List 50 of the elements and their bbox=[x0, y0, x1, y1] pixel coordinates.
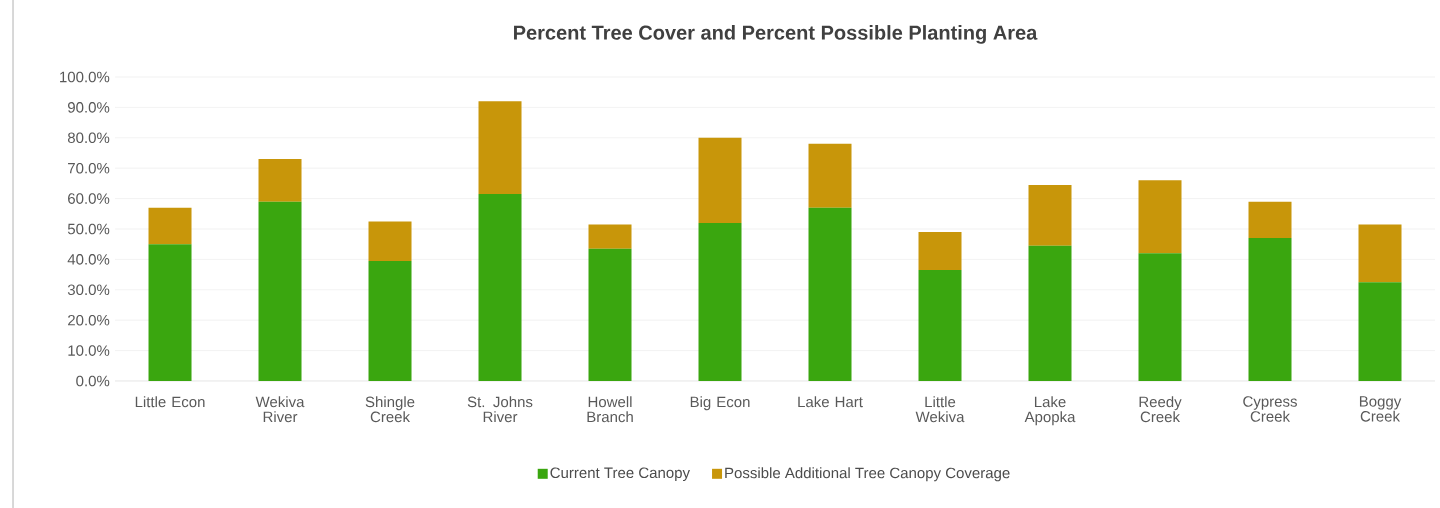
bar bbox=[1358, 224, 1402, 283]
x-tick-label: Howell Branch bbox=[587, 396, 633, 423]
x-tick-label: St. Johns River bbox=[467, 396, 533, 423]
y-tick-label: 40.0% bbox=[67, 254, 110, 265]
bar bbox=[918, 232, 962, 271]
legend-label: Current Tree Canopy bbox=[550, 467, 690, 482]
bar bbox=[588, 224, 632, 249]
y-tick-label: 90.0% bbox=[67, 102, 110, 113]
x-tick-label: Cypress Creek bbox=[1243, 396, 1297, 422]
bar bbox=[148, 207, 192, 245]
x-tick-label: Shingle Creek bbox=[365, 396, 415, 423]
bar bbox=[1028, 184, 1072, 246]
bar bbox=[808, 207, 852, 381]
y-tick-label: 20.0% bbox=[68, 314, 110, 326]
bar bbox=[258, 201, 302, 381]
y-tick-label: 100.0% bbox=[60, 71, 110, 83]
y-tick-label: 70.0% bbox=[68, 162, 110, 174]
bar bbox=[368, 221, 412, 261]
y-tick-label: 60.0% bbox=[68, 193, 110, 204]
bar bbox=[918, 270, 962, 381]
x-tick-label: Reedy Creek bbox=[1139, 396, 1182, 423]
bar bbox=[1138, 180, 1182, 254]
bar bbox=[368, 260, 412, 381]
y-tick-label: 80.0% bbox=[67, 132, 110, 144]
y-tick-label: 30.0% bbox=[67, 284, 110, 296]
bar bbox=[478, 194, 522, 381]
bar bbox=[698, 137, 742, 223]
bar bbox=[258, 159, 302, 202]
x-tick-label: Big Econ bbox=[690, 396, 750, 411]
x-tick-label: Lake Apopka bbox=[1024, 396, 1076, 426]
bar bbox=[478, 101, 522, 195]
x-tick-label: Little Wekiva bbox=[915, 396, 965, 423]
y-tick-label: 0.0% bbox=[76, 375, 110, 387]
bar bbox=[1138, 253, 1182, 381]
x-tick-label: Boggy Creek bbox=[1359, 396, 1402, 422]
bar bbox=[1358, 282, 1402, 381]
bar bbox=[1248, 201, 1292, 239]
legend-label: Possible Additional Tree Canopy Coverage bbox=[725, 467, 1010, 482]
y-tick-label: 50.0% bbox=[67, 223, 110, 235]
chart-title: Percent Tree Cover and Percent Possible Planting Area bbox=[514, 25, 1038, 44]
bar bbox=[1248, 238, 1292, 381]
bar bbox=[1028, 245, 1072, 381]
x-tick-label: Wekiva River bbox=[255, 396, 305, 423]
x-tick-label: Lake Hart bbox=[798, 396, 863, 408]
bar bbox=[698, 222, 742, 381]
bar bbox=[148, 244, 192, 381]
bar bbox=[808, 143, 852, 208]
x-tick-label: Little Econ bbox=[135, 396, 205, 408]
y-tick-label: 10.0% bbox=[68, 345, 110, 356]
bar bbox=[588, 248, 632, 381]
